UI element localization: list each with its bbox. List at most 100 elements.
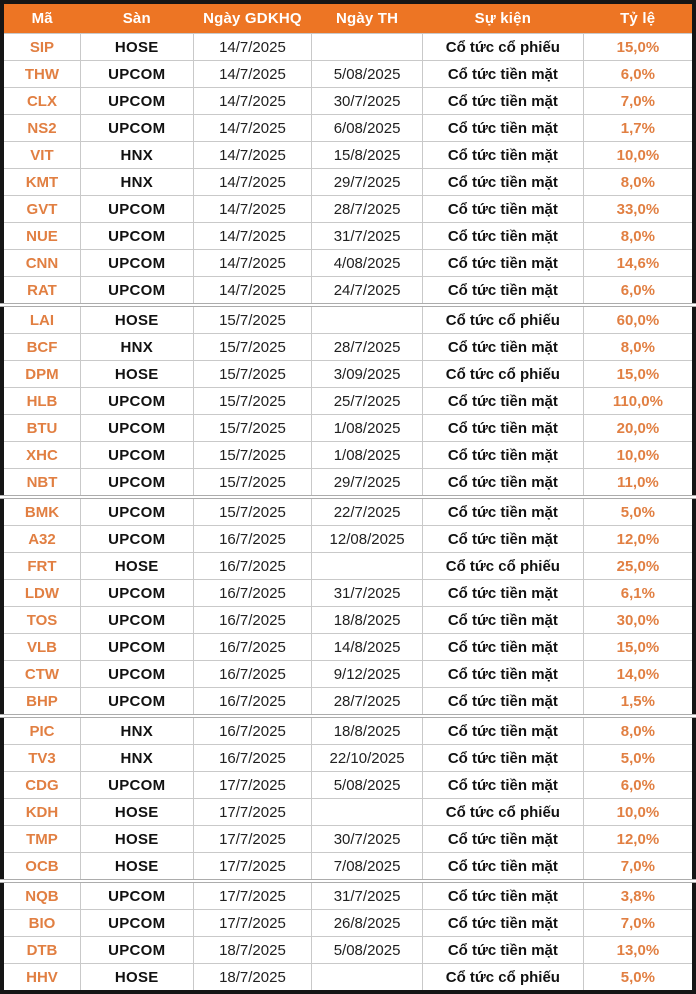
cell-event: Cổ tức tiền mặt xyxy=(421,879,584,910)
cell-ex-date: 16/7/2025 xyxy=(192,606,313,634)
cell-ratio: 5,0% xyxy=(582,744,695,772)
cell-event: Cổ tức tiền mặt xyxy=(421,441,584,469)
cell-ratio: 15,0% xyxy=(582,633,695,661)
cell-exchange: HNX xyxy=(79,141,194,169)
cell-exchange: UPCOM xyxy=(79,468,194,498)
cell-pay-date: 29/7/2025 xyxy=(311,468,423,498)
cell-ratio: 12,0% xyxy=(582,825,695,853)
cell-ex-date: 16/7/2025 xyxy=(192,687,313,717)
cell-event: Cổ tức tiền mặt xyxy=(421,87,584,115)
cell-ex-date: 15/7/2025 xyxy=(192,441,313,469)
cell-ex-date: 15/7/2025 xyxy=(192,360,313,388)
cell-ex-date: 16/7/2025 xyxy=(192,744,313,772)
cell-ex-date: 14/7/2025 xyxy=(192,276,313,306)
cell-ex-date: 16/7/2025 xyxy=(192,525,313,553)
column-header-pay-date: Ngày TH xyxy=(311,2,423,34)
cell-ex-date: 14/7/2025 xyxy=(192,222,313,250)
cell-ratio: 20,0% xyxy=(582,414,695,442)
cell-code: LAI xyxy=(1,303,81,334)
cell-pay-date: 31/7/2025 xyxy=(311,222,423,250)
cell-event: Cổ tức tiền mặt xyxy=(421,333,584,361)
table-row: SIP HOSE 14/7/2025 Cổ tức cổ phiếu 15,0% xyxy=(1,33,695,61)
cell-ex-date: 16/7/2025 xyxy=(192,660,313,688)
cell-ex-date: 15/7/2025 xyxy=(192,495,313,526)
table-row: NQB UPCOM 17/7/2025 31/7/2025 Cổ tức tiền mặ… xyxy=(1,879,695,910)
cell-code: BMK xyxy=(1,495,81,526)
cell-ex-date: 15/7/2025 xyxy=(192,468,313,498)
cell-ratio: 6,0% xyxy=(582,771,695,799)
cell-pay-date: 5/08/2025 xyxy=(311,60,423,88)
cell-exchange: UPCOM xyxy=(79,936,194,964)
cell-code: CTW xyxy=(1,660,81,688)
cell-pay-date xyxy=(311,963,423,993)
cell-event: Cổ tức tiền mặt xyxy=(421,276,584,306)
cell-ex-date: 14/7/2025 xyxy=(192,114,313,142)
cell-pay-date: 6/08/2025 xyxy=(311,114,423,142)
cell-pay-date: 18/8/2025 xyxy=(311,606,423,634)
cell-ex-date: 17/7/2025 xyxy=(192,852,313,882)
cell-ratio: 6,0% xyxy=(582,60,695,88)
cell-code: NUE xyxy=(1,222,81,250)
cell-ex-date: 15/7/2025 xyxy=(192,303,313,334)
cell-pay-date: 22/7/2025 xyxy=(311,495,423,526)
cell-pay-date: 28/7/2025 xyxy=(311,687,423,717)
cell-exchange: UPCOM xyxy=(79,441,194,469)
column-header-ratio: Tỷ lệ xyxy=(583,2,694,34)
cell-code: PIC xyxy=(1,714,81,745)
cell-pay-date: 1/08/2025 xyxy=(311,441,423,469)
table-row: CDG UPCOM 17/7/2025 5/08/2025 Cổ tức tiền mặ… xyxy=(1,771,695,799)
cell-exchange: HOSE xyxy=(79,852,194,882)
cell-ratio: 8,0% xyxy=(582,714,695,745)
cell-event: Cổ tức cổ phiếu xyxy=(421,798,584,826)
cell-ratio: 1,7% xyxy=(582,114,695,142)
cell-ratio: 3,8% xyxy=(582,879,695,910)
cell-ex-date: 17/7/2025 xyxy=(192,798,313,826)
cell-event: Cổ tức cổ phiếu xyxy=(421,360,584,388)
cell-event: Cổ tức tiền mặt xyxy=(421,249,584,277)
table-row: BHP UPCOM 16/7/2025 28/7/2025 Cổ tức tiền mặ… xyxy=(1,687,695,717)
cell-pay-date: 15/8/2025 xyxy=(311,141,423,169)
table-row: CLX UPCOM 14/7/2025 30/7/2025 Cổ tức tiền mặ… xyxy=(1,87,695,115)
cell-event: Cổ tức cổ phiếu xyxy=(421,552,584,580)
cell-event: Cổ tức tiền mặt xyxy=(421,771,584,799)
cell-exchange: UPCOM xyxy=(79,414,194,442)
cell-code: SIP xyxy=(1,33,81,61)
cell-exchange: HNX xyxy=(79,333,194,361)
cell-pay-date: 30/7/2025 xyxy=(311,825,423,853)
cell-ratio: 15,0% xyxy=(582,33,695,61)
cell-code: DPM xyxy=(1,360,81,388)
cell-exchange: UPCOM xyxy=(79,771,194,799)
table-row: GVT UPCOM 14/7/2025 28/7/2025 Cổ tức tiền mặ… xyxy=(1,195,695,223)
cell-ratio: 7,0% xyxy=(582,909,695,937)
cell-pay-date: 9/12/2025 xyxy=(311,660,423,688)
cell-exchange: UPCOM xyxy=(79,909,194,937)
cell-ratio: 12,0% xyxy=(582,525,695,553)
cell-event: Cổ tức tiền mặt xyxy=(421,687,584,717)
cell-exchange: UPCOM xyxy=(79,222,194,250)
cell-code: HHV xyxy=(1,963,81,993)
table-row: HLB UPCOM 15/7/2025 25/7/2025 Cổ tức tiền mặ… xyxy=(1,387,695,415)
table-row: HHV HOSE 18/7/2025 Cổ tức cổ phiếu 5,0% xyxy=(1,963,695,993)
cell-code: NBT xyxy=(1,468,81,498)
cell-pay-date: 1/08/2025 xyxy=(311,414,423,442)
cell-code: KMT xyxy=(1,168,81,196)
cell-code: HLB xyxy=(1,387,81,415)
cell-ex-date: 14/7/2025 xyxy=(192,141,313,169)
cell-ratio: 15,0% xyxy=(582,360,695,388)
table-row: A32 UPCOM 16/7/2025 12/08/2025 Cổ tức tiền m… xyxy=(1,525,695,553)
cell-ratio: 5,0% xyxy=(582,963,695,993)
cell-ex-date: 17/7/2025 xyxy=(192,879,313,910)
cell-ex-date: 15/7/2025 xyxy=(192,387,313,415)
cell-event: Cổ tức tiền mặt xyxy=(421,495,584,526)
cell-ratio: 7,0% xyxy=(582,87,695,115)
cell-code: BHP xyxy=(1,687,81,717)
cell-exchange: HOSE xyxy=(79,825,194,853)
cell-code: GVT xyxy=(1,195,81,223)
cell-code: TOS xyxy=(1,606,81,634)
cell-exchange: HOSE xyxy=(79,963,194,993)
cell-exchange: UPCOM xyxy=(79,495,194,526)
table-row: TV3 HNX 16/7/2025 22/10/2025 Cổ tức tiền mặt… xyxy=(1,744,695,772)
cell-pay-date: 25/7/2025 xyxy=(311,387,423,415)
cell-code: OCB xyxy=(1,852,81,882)
table-row: OCB HOSE 17/7/2025 7/08/2025 Cổ tức tiền mặt… xyxy=(1,852,695,882)
